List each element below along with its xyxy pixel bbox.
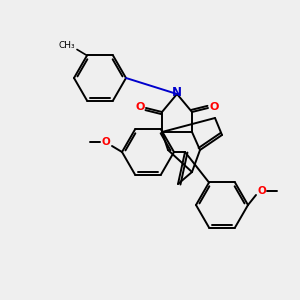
Text: O: O bbox=[258, 186, 266, 196]
Text: O: O bbox=[135, 102, 145, 112]
Text: O: O bbox=[209, 102, 219, 112]
Text: CH₃: CH₃ bbox=[59, 41, 75, 50]
Text: O: O bbox=[102, 137, 110, 147]
Text: N: N bbox=[172, 86, 182, 100]
